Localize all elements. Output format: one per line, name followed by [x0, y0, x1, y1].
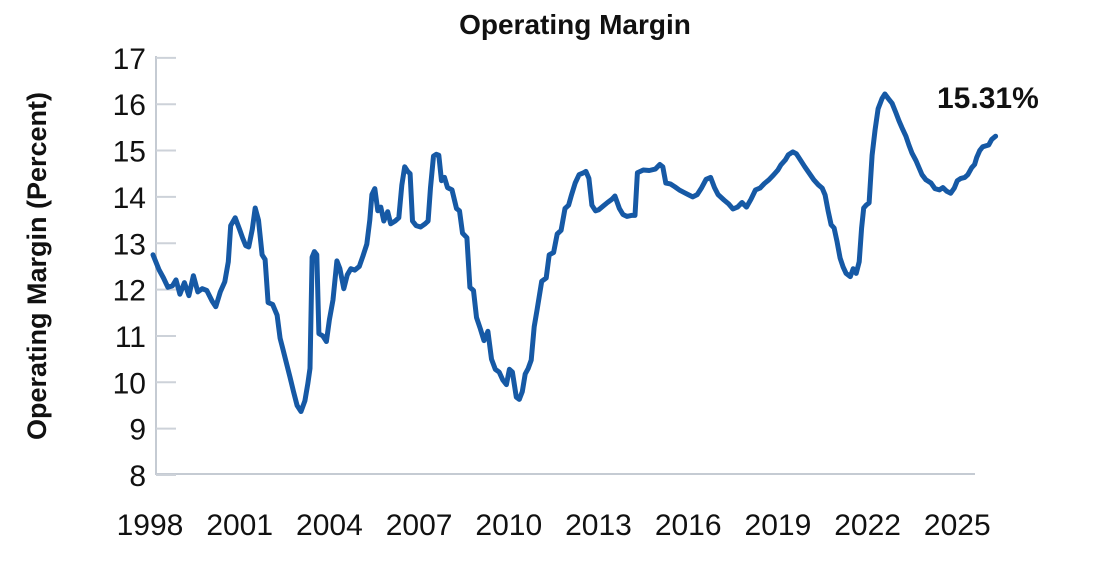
- x-tick-label: 1998: [117, 509, 184, 542]
- y-tick-label: 10: [113, 367, 146, 400]
- axes: [155, 56, 975, 476]
- x-tick-label: 2022: [834, 509, 901, 542]
- y-axis-label: Operating Margin (Percent): [22, 92, 52, 440]
- y-tick-label: 14: [113, 182, 146, 215]
- chart-title: Operating Margin: [459, 9, 691, 40]
- y-tick-label: 13: [113, 228, 146, 261]
- series-line: [150, 91, 999, 414]
- y-tick-label: 15: [113, 136, 146, 169]
- x-tick-label: 2019: [745, 509, 812, 542]
- x-tick-label: 2007: [386, 509, 453, 542]
- x-tick-label: 2016: [655, 509, 722, 542]
- y-tick-labels: 8 9 10 11 12 13 14 15 16 17: [113, 43, 146, 493]
- x-tick-label: 2001: [206, 509, 273, 542]
- x-tick-labels: 1998 2001 2004 2007 2010 2013 2016 2019 2022 2025: [117, 509, 991, 542]
- x-tick-label: 2025: [924, 509, 991, 542]
- x-tick-label: 2013: [565, 509, 632, 542]
- y-tick-label: 11: [115, 321, 146, 354]
- y-tick-label: 9: [129, 414, 146, 447]
- x-tick-label: 2004: [296, 509, 363, 542]
- latest-value-label: 15.31%: [937, 82, 1039, 115]
- y-tick-label: 8: [129, 460, 146, 493]
- axis-lines: [155, 56, 975, 475]
- y-tick-label: 17: [113, 43, 146, 76]
- y-tick-label: 12: [113, 275, 146, 308]
- y-tick-label: 16: [113, 89, 146, 122]
- x-tick-label: 2010: [475, 509, 542, 542]
